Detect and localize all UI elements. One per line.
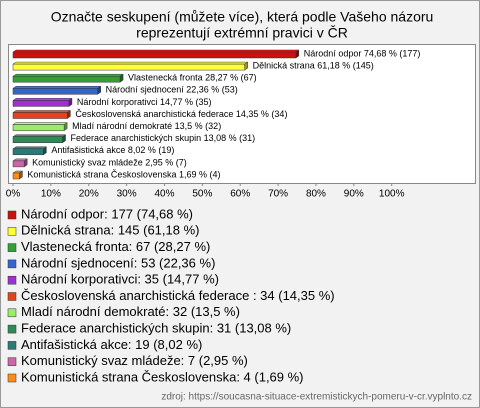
- bar-top: [12, 73, 124, 77]
- bar-label: Komunistická strana Československa 1,69 …: [27, 169, 220, 179]
- legend-swatch: [7, 259, 17, 269]
- x-tick-label: 10%: [41, 189, 61, 200]
- bar: [12, 100, 70, 107]
- bar-label: Národní korporativci 14,77 % (35): [77, 97, 212, 107]
- chart-title: reprezentují extrémní pravici v ČR: [136, 25, 348, 41]
- bar-top: [12, 49, 300, 53]
- bar: [12, 51, 297, 59]
- bar: [12, 172, 20, 180]
- legend-label: Vlastenecká fronta: 67 (28,27 %): [21, 239, 210, 254]
- legend-swatch: [7, 324, 17, 334]
- bar: [12, 124, 65, 131]
- legend-label: Národní korporativci: 35 (14,77 %): [21, 272, 219, 287]
- bar: [12, 148, 44, 156]
- x-tick-label: 80%: [306, 189, 326, 200]
- bar-label: Vlastenecká fronta 28,27 % (67): [128, 73, 257, 83]
- legend-label: Národní odpor: 177 (74,68 %): [21, 206, 193, 221]
- legend-label: Komunistický svaz mládeže: 7 (2,95 %): [21, 353, 248, 368]
- bar-label: Dělnická strana 61,18 % (145): [253, 60, 374, 70]
- x-tick-label: 0%: [6, 189, 21, 200]
- bar-label: Národní odpor 74,68 % (177): [304, 48, 421, 58]
- bar: [12, 63, 245, 71]
- legend-swatch: [7, 275, 17, 285]
- legend-swatch: [7, 373, 17, 383]
- legend-swatch: [7, 292, 17, 301]
- chart-title: Označte seskupení (můžete více), která p…: [51, 9, 434, 25]
- legend-label: Mladí národní demokraté: 32 (13,5 %): [21, 304, 240, 319]
- bar: [12, 136, 63, 143]
- legend-label: Federace anarchistických skupin: 31 (13,…: [21, 321, 291, 336]
- x-tick-label: 60%: [230, 189, 250, 200]
- x-tick-label: 30%: [117, 189, 137, 200]
- bar: [12, 160, 25, 168]
- bar-top: [12, 98, 73, 101]
- legend-swatch: [7, 341, 17, 350]
- bar-label: Komunistický svaz mládeže 2,95 % (7): [32, 157, 187, 167]
- bar-label: Československá anarchistická federace 14…: [75, 109, 287, 119]
- x-tick-label: 20%: [79, 189, 99, 200]
- bar-top: [12, 86, 102, 89]
- x-tick-label: 90%: [344, 189, 364, 200]
- bar-top: [12, 134, 67, 137]
- legend-label: Dělnická strana: 145 (61,18 %): [21, 223, 199, 238]
- bar-top: [12, 122, 68, 125]
- legend-swatch: [7, 308, 17, 318]
- bar-label: Národní sjednocení 22,36 % (53): [106, 85, 238, 95]
- bar-label: Federace anarchistických skupin 13,08 % …: [71, 133, 256, 143]
- legend-label: Československá anarchistická federace : …: [21, 288, 335, 303]
- source: zdroj: https://soucasna-situace-extremis…: [161, 392, 472, 403]
- bar-label: Mladí národní demokraté 13,5 % (32): [72, 121, 221, 131]
- legend-swatch: [7, 227, 17, 236]
- bar-top: [12, 146, 48, 150]
- x-tick-label: 50%: [192, 189, 212, 200]
- legend-swatch: [7, 210, 17, 220]
- legend-label: Antifašistická akce: 19 (8,02 %): [21, 337, 202, 352]
- x-tick-label: 100%: [379, 189, 405, 200]
- bar-top: [12, 61, 249, 65]
- legend-label: Komunistická strana Československa: 4 (1…: [21, 369, 304, 384]
- legend-swatch: [7, 357, 17, 366]
- bar: [12, 75, 121, 83]
- legend-swatch: [7, 243, 17, 252]
- bar: [12, 88, 98, 95]
- legend-label: Národní sjednocení: 53 (22,36 %): [21, 255, 215, 270]
- x-tick-label: 40%: [154, 189, 174, 200]
- bar-top: [12, 110, 72, 113]
- bar: [12, 112, 68, 119]
- x-tick-label: 70%: [268, 189, 288, 200]
- bar-label: Antifašistická akce 8,02 % (19): [51, 145, 174, 155]
